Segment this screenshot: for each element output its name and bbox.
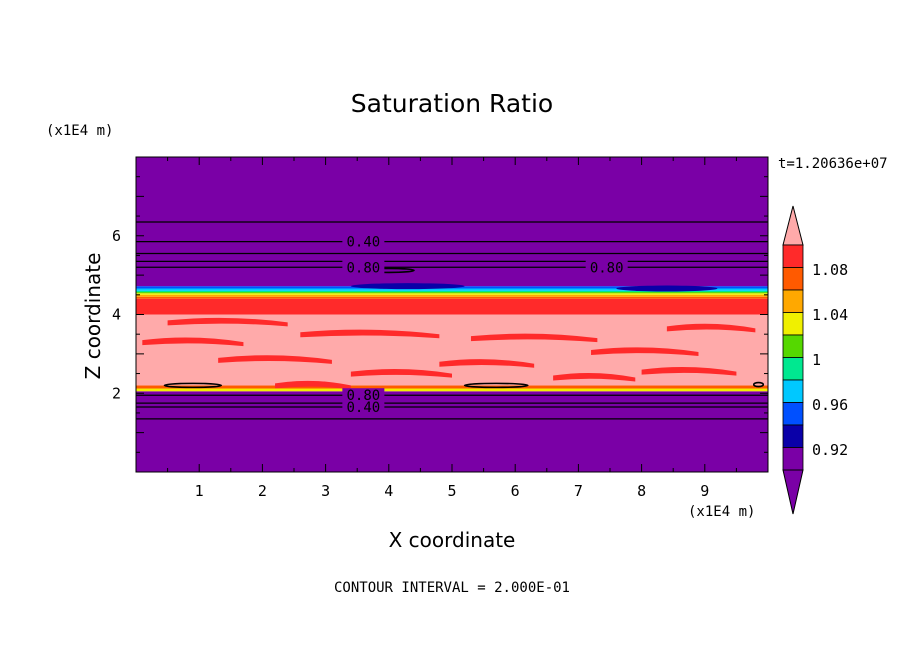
contour-label: 0.80 xyxy=(590,260,624,276)
red-streak xyxy=(666,323,756,333)
x-unit-label: (x1E4 m) xyxy=(688,504,755,520)
contour-label: 0.40 xyxy=(347,235,381,251)
red-streak xyxy=(167,317,288,327)
y-tick-label: 2 xyxy=(112,384,121,402)
colorbar-box xyxy=(782,334,804,358)
y-axis-label: Z coordinate xyxy=(81,253,105,380)
red-streak xyxy=(439,359,535,368)
colorbar-box xyxy=(782,312,804,336)
contour-band xyxy=(136,292,768,294)
x-tick-label: 4 xyxy=(384,482,393,500)
contour-label-bg xyxy=(342,234,385,249)
contour-band xyxy=(136,296,768,299)
x-tick-label: 1 xyxy=(195,482,204,500)
red-streak xyxy=(641,367,737,376)
red-streak xyxy=(142,337,244,347)
y-tick-label: 6 xyxy=(112,227,121,245)
colorbar-box xyxy=(782,267,804,291)
y-axis: 2 4 6 xyxy=(112,156,768,473)
chart-title: Saturation Ratio xyxy=(351,89,553,118)
colorbar-box xyxy=(782,402,804,426)
closed-contour xyxy=(463,382,529,389)
contour-band xyxy=(136,288,768,291)
y-tick-label: 4 xyxy=(112,306,121,324)
colorbar-label: 1.08 xyxy=(812,261,848,279)
colorbar-label: 0.92 xyxy=(812,441,848,459)
contour-label: 0.80 xyxy=(347,260,381,276)
x-axis-label: X coordinate xyxy=(389,528,516,552)
colorbar-box xyxy=(782,379,804,403)
dark-blue-pocket xyxy=(616,285,718,292)
colorbar-label: 1 xyxy=(812,351,821,369)
colorbar-label: 0.96 xyxy=(812,396,848,414)
colorbar: 0.92 0.96 1 1.04 1.08 xyxy=(782,205,848,515)
colorbar-box xyxy=(782,447,804,471)
red-streak xyxy=(350,369,452,378)
contour-band xyxy=(136,290,768,293)
contour-band xyxy=(136,391,768,472)
plot-area: 0.400.80 0.800.800.40 xyxy=(135,156,769,473)
colorbar-box xyxy=(782,244,804,268)
red-streak xyxy=(591,347,699,356)
x-axis: 1 2 3 4 5 6 7 8 9 xyxy=(135,157,769,500)
colorbar-top-arrow xyxy=(782,205,804,246)
contour-label-bg xyxy=(342,388,385,403)
contour-band xyxy=(136,298,768,315)
colorbar-box xyxy=(782,424,804,448)
y-unit-label: (x1E4 m) xyxy=(46,123,113,139)
colorbar-box xyxy=(782,289,804,313)
colorbar-box xyxy=(782,357,804,381)
red-streak xyxy=(470,333,598,343)
x-tick-label: 5 xyxy=(447,482,456,500)
contour-interval-text: CONTOUR INTERVAL = 2.000E-01 xyxy=(334,580,570,596)
red-streak xyxy=(300,329,440,339)
contour-label-bg xyxy=(585,260,628,275)
time-label: t=1.20636e+07 xyxy=(778,156,888,172)
x-tick-label: 3 xyxy=(321,482,330,500)
red-streak xyxy=(275,380,351,390)
closed-contour xyxy=(752,381,765,388)
contour-band xyxy=(136,294,768,297)
x-tick-label: 7 xyxy=(574,482,583,500)
dark-blue-pocket xyxy=(350,283,465,290)
contour-label: 0.40 xyxy=(347,400,381,416)
red-streak xyxy=(553,372,636,382)
x-tick-label: 9 xyxy=(700,482,709,500)
colorbar-label: 1.04 xyxy=(812,306,848,324)
contour-label-bg xyxy=(342,260,385,275)
contour-band xyxy=(136,388,768,392)
colorbar-bottom-arrow xyxy=(782,469,804,515)
contour-band xyxy=(136,385,768,389)
red-streak xyxy=(218,355,332,364)
closed-contour xyxy=(163,382,223,389)
x-tick-label: 6 xyxy=(511,482,520,500)
contour-band xyxy=(136,293,768,295)
x-tick-label: 8 xyxy=(637,482,646,500)
contour-label-bg xyxy=(342,400,385,415)
x-tick-label: 2 xyxy=(258,482,267,500)
